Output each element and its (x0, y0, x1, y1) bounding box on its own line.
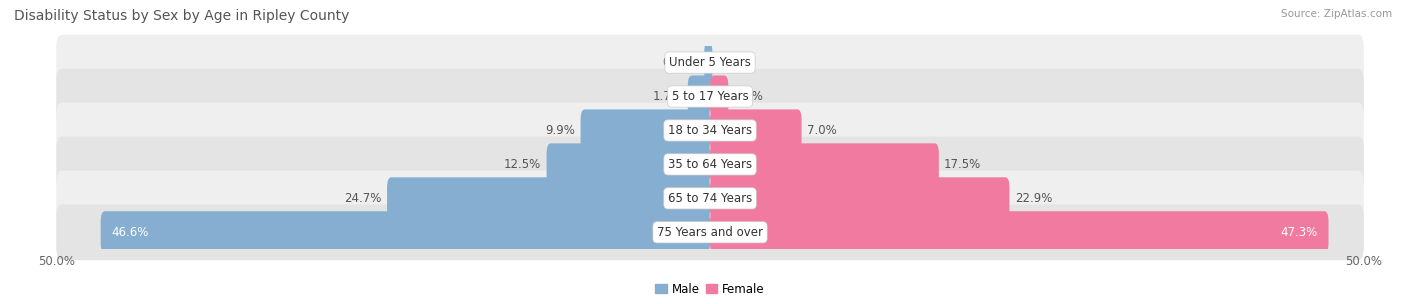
Text: 75 Years and over: 75 Years and over (657, 226, 763, 239)
FancyBboxPatch shape (56, 205, 1364, 260)
Text: Disability Status by Sex by Age in Ripley County: Disability Status by Sex by Age in Riple… (14, 9, 350, 23)
Text: Source: ZipAtlas.com: Source: ZipAtlas.com (1281, 9, 1392, 19)
FancyBboxPatch shape (56, 69, 1364, 124)
FancyBboxPatch shape (710, 177, 1010, 219)
FancyBboxPatch shape (581, 109, 710, 151)
FancyBboxPatch shape (56, 136, 1364, 192)
Text: 0.0%: 0.0% (716, 56, 745, 69)
FancyBboxPatch shape (56, 103, 1364, 158)
FancyBboxPatch shape (101, 211, 710, 253)
FancyBboxPatch shape (710, 109, 801, 151)
Text: 35 to 64 Years: 35 to 64 Years (668, 158, 752, 171)
FancyBboxPatch shape (387, 177, 710, 219)
Text: 17.5%: 17.5% (943, 158, 981, 171)
Text: 24.7%: 24.7% (344, 192, 382, 205)
Legend: Male, Female: Male, Female (651, 278, 769, 300)
FancyBboxPatch shape (688, 75, 710, 118)
Text: 47.3%: 47.3% (1281, 226, 1317, 239)
Text: 7.0%: 7.0% (807, 124, 837, 137)
FancyBboxPatch shape (56, 35, 1364, 90)
Text: 1.4%: 1.4% (734, 90, 763, 103)
Text: Under 5 Years: Under 5 Years (669, 56, 751, 69)
Text: 5 to 17 Years: 5 to 17 Years (672, 90, 748, 103)
FancyBboxPatch shape (56, 171, 1364, 226)
Text: 46.6%: 46.6% (111, 226, 149, 239)
FancyBboxPatch shape (710, 143, 939, 185)
Text: 12.5%: 12.5% (505, 158, 541, 171)
FancyBboxPatch shape (710, 211, 1329, 253)
Text: 1.7%: 1.7% (652, 90, 682, 103)
Text: 18 to 34 Years: 18 to 34 Years (668, 124, 752, 137)
Text: 0.44%: 0.44% (662, 56, 699, 69)
FancyBboxPatch shape (547, 143, 710, 185)
FancyBboxPatch shape (710, 75, 728, 118)
Text: 22.9%: 22.9% (1015, 192, 1052, 205)
Text: 9.9%: 9.9% (546, 124, 575, 137)
FancyBboxPatch shape (704, 42, 713, 84)
Text: 65 to 74 Years: 65 to 74 Years (668, 192, 752, 205)
